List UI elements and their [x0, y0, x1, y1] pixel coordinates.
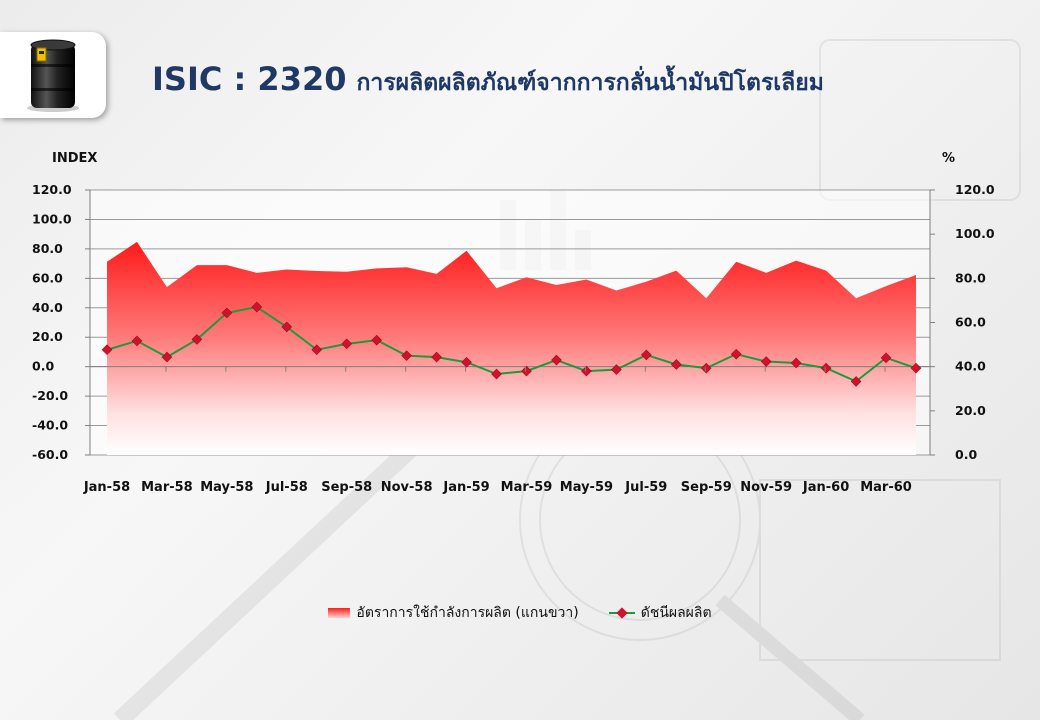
page-title: ISIC : 2320 การผลิตผลิตภัณฑ์จากการกลั่นน้…	[152, 60, 824, 101]
left-tick-label: 120.0	[32, 182, 72, 197]
index-point	[461, 356, 472, 368]
left-tick-label: 20.0	[32, 329, 63, 344]
x-tick-label: Mar-59	[501, 480, 553, 495]
right-tick-label: 20.0	[955, 403, 986, 418]
index-point	[431, 351, 442, 363]
index-point	[820, 362, 832, 374]
index-point	[611, 364, 622, 375]
right-axis-unit-label: %	[942, 151, 956, 166]
legend-item-index: ดัชนีผลผลิต	[608, 602, 712, 624]
x-tick-label: Sep-58	[321, 480, 372, 495]
x-tick-label: Jul-59	[624, 480, 667, 495]
x-tick-label: Mar-60	[860, 480, 912, 495]
legend-label-index: ดัชนีผลผลิต	[640, 605, 712, 621]
x-tick-label: Nov-58	[381, 480, 433, 495]
x-tick-label: May-58	[200, 480, 253, 495]
left-tick-label: 100.0	[32, 211, 72, 226]
title-description: การผลิตผลิตภัณฑ์จากการกลั่นน้ำมันปิโตรเล…	[356, 70, 824, 96]
right-tick-label: 40.0	[955, 359, 986, 374]
legend-swatch-line	[608, 607, 635, 619]
right-tick-label: 100.0	[955, 226, 995, 241]
left-tick-label: -40.0	[32, 418, 68, 433]
index-point	[760, 356, 772, 367]
legend-label-capacity: อัตราการใช้กำลังการผลิต (แกนขวา)	[356, 605, 579, 621]
left-tick-label: 0.0	[32, 359, 54, 374]
x-tick-label: Jan-60	[802, 480, 849, 495]
index-point	[641, 349, 652, 361]
index-point	[581, 365, 592, 377]
index-point	[551, 354, 562, 366]
index-point	[191, 334, 203, 345]
index-line	[106, 305, 917, 383]
index-point	[341, 338, 353, 350]
left-tick-label: -20.0	[32, 388, 68, 403]
index-point	[910, 362, 922, 374]
index-point	[251, 301, 263, 313]
right-tick-label: 60.0	[955, 315, 986, 330]
index-point	[281, 321, 293, 333]
oil-barrel-icon	[27, 39, 79, 112]
index-point	[401, 350, 412, 361]
legend-item-capacity: อัตราการใช้กำลังการผลิต (แกนขวา)	[328, 602, 579, 624]
left-axis-unit-label: INDEX	[52, 151, 98, 166]
x-tick-label: Mar-58	[141, 480, 193, 495]
index-point	[730, 348, 742, 360]
index-point	[850, 376, 862, 387]
left-tick-label: 60.0	[32, 270, 63, 285]
index-point	[700, 362, 712, 374]
index-point	[491, 368, 502, 380]
right-tick-label: 0.0	[955, 447, 977, 462]
right-tick-label: 120.0	[955, 182, 995, 197]
index-point	[371, 334, 382, 346]
x-tick-label: May-59	[560, 480, 613, 495]
left-tick-label: 40.0	[32, 300, 63, 315]
index-point	[790, 357, 802, 369]
index-point	[101, 344, 113, 356]
index-point	[670, 359, 682, 370]
index-point	[521, 365, 532, 377]
index-point	[131, 335, 143, 347]
x-tick-label: Sep-59	[681, 480, 732, 495]
right-tick-label: 80.0	[955, 270, 986, 285]
x-tick-label: Jul-58	[265, 480, 308, 495]
x-tick-label: Jan-58	[83, 480, 130, 495]
capacity-area	[107, 241, 916, 455]
index-point	[221, 307, 233, 319]
index-point	[880, 352, 892, 364]
index-point	[161, 351, 173, 363]
title-code: ISIC : 2320	[152, 60, 347, 98]
chart-legend: อัตราการใช้กำลังการผลิต (แกนขวา) ดัชนีผล…	[0, 602, 1040, 624]
logo-card	[0, 32, 106, 118]
x-tick-label: Nov-59	[740, 480, 792, 495]
index-point	[311, 344, 323, 356]
left-tick-label: 80.0	[32, 241, 63, 256]
left-tick-label: -60.0	[32, 447, 68, 462]
x-tick-label: Jan-59	[442, 480, 489, 495]
legend-swatch-area	[328, 608, 351, 618]
